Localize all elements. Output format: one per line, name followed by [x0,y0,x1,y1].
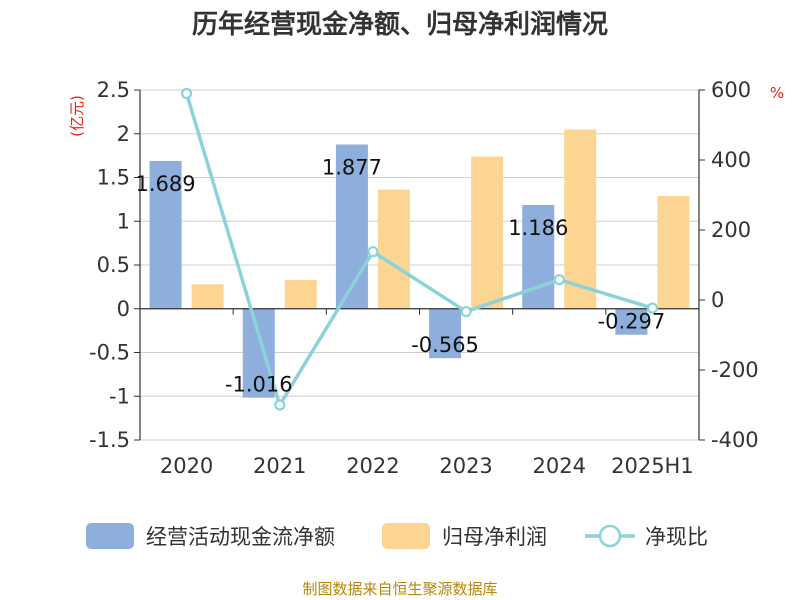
bar-net-profit [471,156,504,309]
bar-net-profit [564,129,597,309]
bar-series [149,129,690,398]
bar-data-label: -0.565 [411,333,479,357]
chart-title: 历年经营现金净额、归母净利润情况 [192,9,608,40]
x-axis-tick-label: 2023 [439,454,492,478]
left-axis-tick-label: -0.5 [89,341,130,365]
left-axis-tick-label: 2 [117,122,130,146]
left-axis-tick-label: 1 [117,209,130,233]
axes: 2.5 2 1.5 1 0.5 0 -0.5 -1 -1.5 600 400 200 0 -200 -400… [89,78,759,478]
bar-net-profit [657,195,690,309]
bar-data-label: 1.689 [136,172,196,196]
bar-operating-cash-flow [429,308,462,359]
bar-data-label: 1.877 [322,156,382,180]
legend: 经营活动现金流净额 归母净利润 净现比 [86,523,708,549]
legend-swatch-net-profit [382,523,430,549]
left-axis-tick-label: -1 [109,384,130,408]
line-point [460,305,472,318]
left-axis-tick-label: 0.5 [97,253,130,277]
left-axis-unit: (亿元) [68,95,86,137]
x-axis-tick-label: 2021 [253,454,306,478]
right-axis-unit: % [770,84,784,102]
legend-label: 净现比 [645,525,708,549]
x-axis-tick-label: 2025H1 [611,454,694,478]
bar-net-profit [191,284,224,309]
right-axis-tick-label: 0 [711,288,724,312]
right-axis-tick-label: -200 [711,358,759,382]
left-axis-tick-label: 2.5 [97,78,130,102]
left-axis-tick-label: 1.5 [97,166,130,190]
right-axis-tick-label: -400 [711,428,759,452]
legend-label: 归母净利润 [442,525,547,549]
bar-data-label: -1.016 [225,373,293,397]
line-series [180,87,659,411]
x-axis-tick-label: 2022 [346,454,399,478]
line-point [367,246,379,258]
bar-net-profit [284,279,317,309]
data-source-note: 制图数据来自恒生聚源数据库 [302,580,497,598]
legend-swatch-cash-ratio-marker [598,524,622,548]
grid-lines [140,89,699,441]
bar-operating-cash-flow [335,144,368,309]
x-axis-tick-label: 2024 [533,454,586,478]
x-axis-tick-label: 2020 [160,454,213,478]
bar-data-label: -0.297 [598,310,666,334]
legend-swatch-operating-cash-flow [86,523,134,549]
legend-label: 经营活动现金流净额 [146,525,335,549]
bar-operating-cash-flow [242,308,275,398]
line-point [180,87,193,100]
line-point [553,274,565,286]
line-point [646,302,659,314]
left-axis-tick-label: 0 [117,297,130,321]
left-axis-tick-label: -1.5 [89,428,130,452]
right-axis-tick-label: 400 [711,148,751,172]
line-cash-ratio [184,92,653,407]
bar-operating-cash-flow [615,308,648,335]
line-point [274,399,286,411]
bar-data-label: 1.186 [508,216,568,240]
data-labels: 1.689 -1.016 1.877 -0.565 1.186 -0.297 [136,156,666,397]
bar-net-profit [377,189,410,309]
right-axis-tick-label: 200 [711,218,751,242]
bar-operating-cash-flow [149,160,182,309]
right-axis-tick-label: 600 [711,78,751,102]
